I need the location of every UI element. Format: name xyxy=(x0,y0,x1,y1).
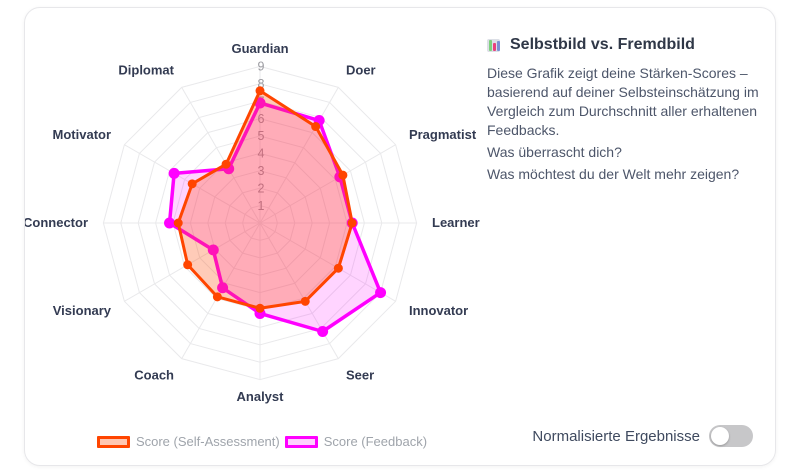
svg-text:Diplomat: Diplomat xyxy=(118,63,174,78)
svg-text:Learner: Learner xyxy=(432,215,480,230)
svg-text:6: 6 xyxy=(258,112,265,126)
bar-chart-icon xyxy=(487,38,502,52)
svg-text:Doer: Doer xyxy=(346,63,376,78)
legend-swatch xyxy=(284,435,318,448)
legend-label: Score (Self-Assessment) xyxy=(135,434,280,449)
svg-text:9: 9 xyxy=(258,60,265,74)
svg-text:8: 8 xyxy=(258,77,265,91)
svg-text:5: 5 xyxy=(258,129,265,143)
panel-description: Diese Grafik zeigt deine Stärken-Scores … xyxy=(487,65,759,138)
legend-item-self-assessment[interactable]: Score (Self-Assessment) xyxy=(96,434,280,449)
radar-chart[interactable]: 123456789GuardianDoerPragmatistLearnerIn… xyxy=(23,8,499,420)
svg-text:1: 1 xyxy=(258,199,265,213)
svg-text:Pragmatist: Pragmatist xyxy=(409,127,477,142)
panel-title: Selbstbild vs. Fremdbild xyxy=(510,36,695,53)
normalized-results-toggle[interactable] xyxy=(709,425,753,447)
svg-text:Coach: Coach xyxy=(134,367,174,382)
selbstbild-card: 123456789GuardianDoerPragmatistLearnerIn… xyxy=(23,7,779,466)
radar-chart-container: 123456789GuardianDoerPragmatistLearnerIn… xyxy=(23,8,499,420)
svg-text:2: 2 xyxy=(258,181,265,195)
svg-text:3: 3 xyxy=(258,164,265,178)
normalized-results-row: Normalisierte Ergebnisse xyxy=(532,425,753,447)
svg-text:Motivator: Motivator xyxy=(53,127,112,142)
normalized-results-label: Normalisierte Ergebnisse xyxy=(532,427,700,445)
svg-text:Connector: Connector xyxy=(25,215,88,230)
info-panel: Selbstbild vs. Fremdbild Diese Grafik ze… xyxy=(487,36,779,184)
chart-legend: Score (Self-Assessment) Score (Feedback) xyxy=(25,434,499,449)
legend-item-feedback[interactable]: Score (Feedback) xyxy=(284,434,428,449)
svg-text:Analyst: Analyst xyxy=(237,389,285,404)
panel-title-row: Selbstbild vs. Fremdbild xyxy=(487,36,779,54)
svg-text:Visionary: Visionary xyxy=(53,303,112,318)
panel-question-1: Was überrascht dich? xyxy=(487,144,622,160)
svg-text:Seer: Seer xyxy=(346,367,374,382)
svg-text:Guardian: Guardian xyxy=(231,41,288,56)
legend-label: Score (Feedback) xyxy=(323,434,428,449)
svg-text:4: 4 xyxy=(258,147,265,161)
panel-question-2: Was möchtest du der Welt mehr zeigen? xyxy=(487,166,740,182)
legend-swatch xyxy=(96,435,130,448)
svg-text:Innovator: Innovator xyxy=(409,303,468,318)
toggle-knob xyxy=(711,427,729,445)
